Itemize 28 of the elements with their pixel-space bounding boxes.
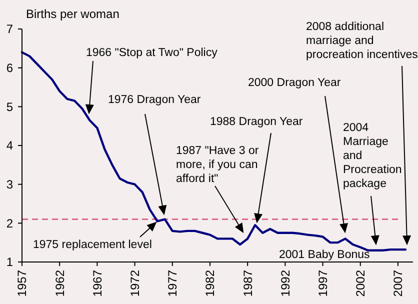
x-tick-label: 1997 [316,270,330,297]
x-tick-label: 1967 [90,270,104,297]
annotation: 2000 Dragon Year [248,77,341,89]
x-tick-label: 1962 [52,270,67,297]
annotation: 2001 Baby Bonus [279,249,370,261]
annotation: 1976 Dragon Year [108,94,201,106]
y-tick-label: 1 [6,255,14,270]
x-tick-label: 2002 [354,270,368,297]
y-tick-label: 7 [6,22,14,36]
x-tick-label: 1992 [278,270,292,297]
x-tick-label: 1987 [240,270,255,297]
y-tick-label: 3 [6,178,14,192]
y-tick-label: 2 [6,216,14,230]
x-tick-label: 1972 [128,270,142,297]
annotation: 1966 "Stop at Two" Policy [86,47,218,59]
y-tick-label: 4 [6,138,14,153]
x-tick-label: 2007 [391,270,406,297]
y-tick-label: 6 [6,61,14,76]
annotation: 1988 Dragon Year [210,116,303,128]
annotation: 1975 replacement level [33,239,152,251]
x-tick-label: 1982 [203,270,218,297]
annotation: 1987 "Have 3 or more, if you can afford it" [176,145,259,185]
annotation: 2004 Marriage and Procreation package [343,122,402,190]
x-tick-label: 1977 [166,270,180,297]
annotation: 2008 additional marriage and procreation incentives [306,21,418,61]
y-tick-label: 5 [6,100,14,114]
x-tick-label: 1957 [15,270,30,297]
y-axis-title: Births per woman [26,7,120,21]
